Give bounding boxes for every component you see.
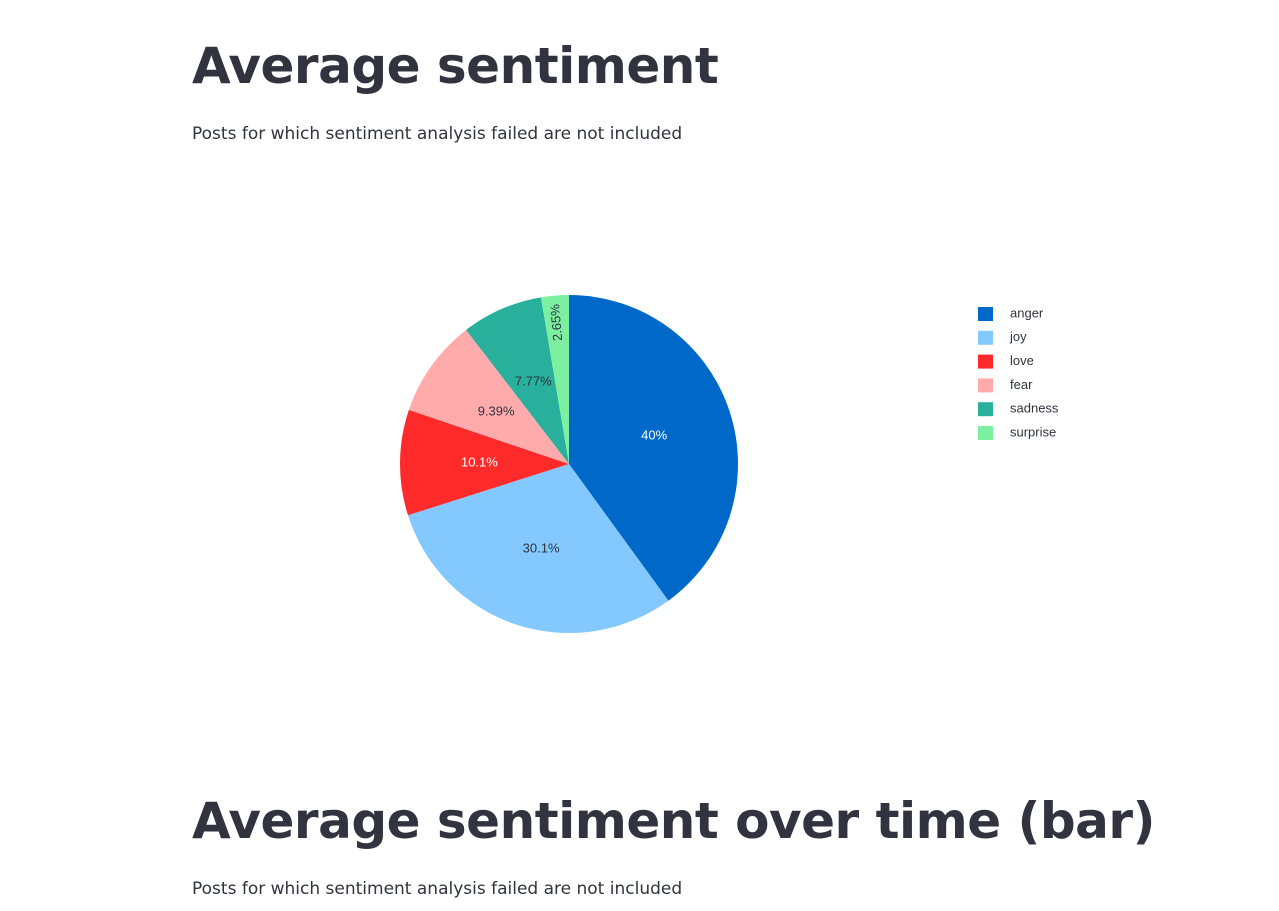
legend-swatch-anger[interactable] bbox=[978, 307, 993, 321]
legend-label-sadness[interactable]: sadness bbox=[1010, 401, 1059, 416]
legend-swatch-surprise[interactable] bbox=[978, 426, 993, 440]
pie-label-fear: 9.39% bbox=[478, 403, 515, 418]
legend-label-joy[interactable]: joy bbox=[1009, 329, 1027, 344]
legend: anger joy love fear sadness surprise bbox=[978, 305, 1059, 440]
pie-label-joy: 30.1% bbox=[523, 541, 560, 556]
pie-label-surprise: 2.65% bbox=[547, 303, 565, 341]
pie-chart-svg[interactable]: 40% 30.1% 10.1% 9.39%7.77% 2.65% anger joy lov… bbox=[192, 180, 1092, 740]
section-caption: Posts for which sentiment analysis faile… bbox=[192, 879, 683, 899]
pie-chart[interactable]: 40% 30.1% 10.1% 9.39% 7.77% 2.65% anger joy lov… bbox=[192, 180, 1092, 740]
pie-slice-fear[interactable] bbox=[408, 329, 569, 464]
page-title: Average sentiment bbox=[192, 37, 719, 95]
pie-label-sadness: 7.77% bbox=[515, 373, 552, 388]
pie-slice-sadness[interactable] bbox=[466, 297, 569, 464]
pie-slice-anger[interactable] bbox=[569, 295, 738, 601]
pie-slice-joy[interactable] bbox=[407, 464, 669, 633]
pie-label-love: 10.1% bbox=[461, 455, 498, 470]
section-title: Average sentiment over time (bar) bbox=[192, 792, 1155, 850]
pie-slice-surprise[interactable] bbox=[540, 295, 569, 464]
pie-slices bbox=[400, 295, 738, 633]
pie-slice-love[interactable] bbox=[400, 409, 569, 516]
legend-label-surprise[interactable]: surprise bbox=[1010, 424, 1056, 439]
legend-swatch-sadness[interactable] bbox=[978, 402, 993, 417]
section-caption: Posts for which sentiment analysis faile… bbox=[192, 124, 683, 144]
pie-label-anger: 40% bbox=[641, 428, 667, 443]
legend-label-love[interactable]: love bbox=[1010, 353, 1034, 368]
pie-labels: 40% 30.1% 10.1% 9.39%7.77% 2.65% bbox=[461, 303, 668, 555]
legend-swatch-joy[interactable] bbox=[978, 330, 993, 345]
legend-swatch-fear[interactable] bbox=[978, 378, 993, 393]
legend-label-anger[interactable]: anger bbox=[1010, 305, 1044, 320]
legend-swatch-love[interactable] bbox=[978, 354, 993, 369]
legend-label-fear[interactable]: fear bbox=[1010, 377, 1033, 392]
